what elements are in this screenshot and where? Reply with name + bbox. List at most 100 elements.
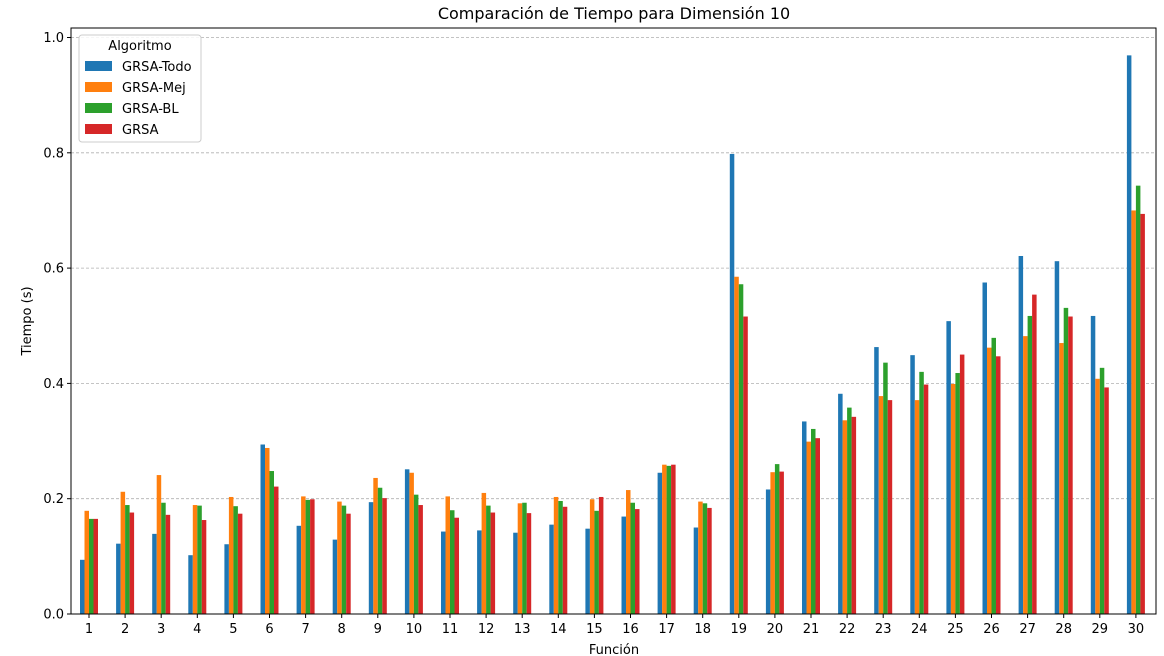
y-tick-label: 0.4 — [43, 377, 64, 392]
x-tick-label: 2 — [121, 622, 129, 637]
bar-grsa-todo-29 — [1090, 315, 1096, 614]
y-tick-label: 0.8 — [43, 146, 64, 161]
bar-grsa-todo-21 — [802, 421, 807, 614]
x-tick-label: 6 — [265, 622, 273, 637]
bar-grsa-todo-10 — [404, 469, 410, 614]
x-tick-label: 25 — [947, 622, 964, 637]
bar-grsa-bl-18 — [702, 503, 708, 614]
bar-grsa-bl-11 — [450, 510, 455, 614]
bar-grsa-mej-5 — [228, 496, 234, 614]
legend-title: Algoritmo — [108, 39, 171, 54]
x-tick-label: 29 — [1092, 622, 1109, 637]
bar-grsa-mej-19 — [734, 276, 739, 614]
bar-grsa-2 — [129, 512, 135, 614]
bar-grsa-todo-24 — [910, 355, 915, 614]
bar-grsa-todo-8 — [332, 539, 338, 614]
bar-grsa-bl-28 — [1063, 307, 1069, 614]
x-tick-label: 30 — [1128, 622, 1145, 637]
x-tick-label: 28 — [1055, 622, 1072, 637]
bar-grsa-bl-4 — [197, 505, 202, 614]
bar-grsa-26 — [996, 356, 1001, 614]
legend-label: GRSA-BL — [122, 102, 179, 117]
bar-grsa-mej-2 — [120, 491, 126, 614]
x-tick-label: 23 — [875, 622, 892, 637]
bar-grsa-28 — [1068, 316, 1073, 614]
legend-label: GRSA-Todo — [122, 60, 192, 75]
legend-swatch-grsa-mej — [85, 82, 112, 92]
x-tick-label: 10 — [406, 622, 423, 637]
bar-grsa-mej-13 — [517, 503, 523, 614]
x-tick-label: 20 — [767, 622, 784, 637]
bar-grsa-bl-23 — [883, 362, 888, 614]
bar-grsa-mej-15 — [589, 499, 595, 614]
bar-grsa-4 — [201, 520, 207, 614]
bar-grsa-todo-13 — [513, 532, 518, 614]
bar-grsa-5 — [237, 513, 243, 614]
bar-grsa-todo-1 — [80, 559, 85, 614]
bar-grsa-14 — [562, 506, 568, 614]
bar-grsa-mej-27 — [1023, 336, 1028, 614]
bar-grsa-6 — [274, 486, 279, 614]
y-axis: 0.0 0.2 0.4 0.6 0.8 1.0 — [43, 31, 71, 623]
bar-grsa-todo-7 — [296, 525, 302, 614]
bar-grsa-bl-9 — [377, 487, 383, 614]
bar-grsa-3 — [165, 514, 171, 614]
x-tick-label: 13 — [514, 622, 531, 637]
bar-grsa-bl-15 — [594, 510, 599, 614]
bar-grsa-mej-22 — [842, 420, 848, 614]
bar-grsa-bl-29 — [1099, 367, 1105, 614]
x-tick-label: 16 — [622, 622, 639, 637]
x-tick-label: 12 — [478, 622, 495, 637]
x-tick-label: 8 — [338, 622, 346, 637]
bar-grsa-bl-14 — [558, 501, 563, 614]
bar-grsa-bl-16 — [630, 502, 635, 614]
bar-grsa-mej-11 — [445, 496, 450, 614]
y-tick-label: 1.0 — [43, 31, 64, 46]
bar-grsa-mej-14 — [553, 496, 559, 614]
x-tick-label: 26 — [983, 622, 1000, 637]
bar-grsa-bl-24 — [919, 371, 924, 614]
bar-grsa-bl-6 — [269, 471, 274, 614]
y-tick-label: 0.0 — [43, 608, 64, 623]
bar-grsa-mej-3 — [156, 475, 162, 614]
bar-grsa-bl-1 — [89, 518, 94, 614]
bar-grsa-todo-4 — [188, 555, 193, 614]
legend-swatch-grsa — [85, 124, 112, 134]
bar-grsa-bl-3 — [161, 502, 166, 614]
bar-grsa-bl-7 — [305, 499, 311, 614]
bar-grsa-22 — [851, 416, 857, 614]
bar-grsa-todo-14 — [549, 524, 554, 614]
bar-grsa-bl-30 — [1135, 185, 1141, 614]
bar-grsa-mej-17 — [662, 464, 667, 614]
x-tick-label: 14 — [550, 622, 567, 637]
bar-grsa-todo-9 — [368, 502, 374, 614]
bar-grsa-todo-12 — [477, 530, 482, 614]
legend-label: GRSA — [122, 123, 159, 138]
legend: Algoritmo GRSA-Todo GRSA-Mej GRSA-BL GRSA — [78, 34, 202, 143]
bar-grsa-mej-23 — [878, 396, 884, 614]
bar-grsa-todo-28 — [1054, 261, 1060, 614]
bar-grsa-mej-1 — [84, 510, 89, 614]
bar-grsa-bl-17 — [666, 465, 672, 614]
bar-grsa-19 — [743, 316, 748, 614]
bar-grsa-18 — [707, 507, 712, 614]
bar-grsa-bl-8 — [341, 505, 347, 614]
bar-grsa-20 — [779, 471, 784, 614]
bar-grsa-todo-26 — [982, 282, 987, 614]
bar-grsa-todo-18 — [693, 527, 699, 614]
bar-grsa-24 — [923, 384, 929, 614]
bar-grsa-todo-3 — [152, 533, 157, 614]
bar-grsa-todo-23 — [874, 347, 879, 614]
chart-title: Comparación de Tiempo para Dimensión 10 — [438, 4, 790, 23]
bar-grsa-bl-26 — [991, 337, 996, 614]
x-tick-label: 21 — [803, 622, 820, 637]
bar-grsa-todo-20 — [765, 489, 771, 614]
legend-swatch-grsa-todo — [85, 61, 112, 71]
bar-grsa-bl-22 — [847, 407, 852, 614]
bar-grsa-9 — [382, 498, 387, 614]
x-tick-label: 3 — [157, 622, 165, 637]
bar-grsa-mej-10 — [409, 472, 414, 614]
bar-grsa-mej-4 — [192, 505, 198, 614]
bar-grsa-29 — [1104, 387, 1109, 614]
x-axis: 1 2 3 4 5 6 7 8 9 10 11 12 13 14 15 16 17 18 19 20 21 22 23 24 2… — [85, 614, 1144, 637]
